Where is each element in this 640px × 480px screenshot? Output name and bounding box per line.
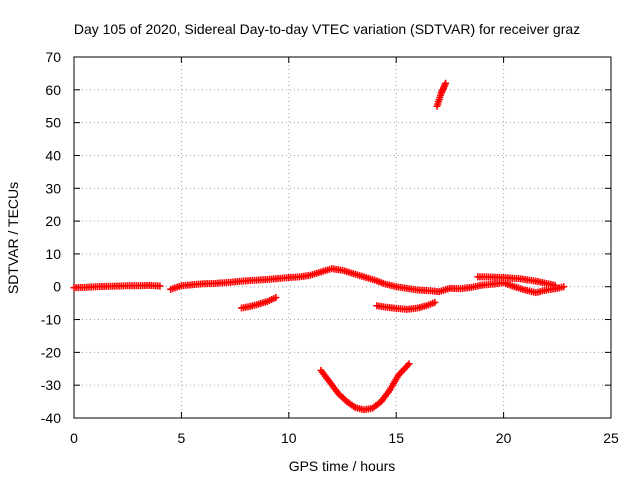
data-point [156, 282, 164, 290]
x-tick-label: 10 [281, 430, 297, 446]
series-6 [433, 79, 450, 110]
series-4 [373, 298, 439, 313]
grid [74, 57, 611, 418]
x-axis-label: GPS time / hours [289, 458, 396, 474]
data-point [551, 281, 559, 289]
x-tick-label: 15 [388, 430, 404, 446]
axis-ticks: 0 5 10 15 20 25 -40 -30 -20 -10 0 10 20 30 40 50 60 70 [41, 49, 619, 446]
data-point [560, 283, 568, 291]
y-tick-label: 10 [45, 246, 61, 262]
y-tick-label: -20 [41, 344, 61, 360]
series-1 [167, 265, 568, 297]
y-axis-label: SDTVAR / TECUs [5, 182, 21, 294]
y-tick-label: 30 [45, 180, 61, 196]
x-tick-label: 0 [70, 430, 78, 446]
series-2 [474, 273, 559, 289]
x-tick-label: 25 [603, 430, 619, 446]
y-tick-label: 0 [53, 279, 61, 295]
x-tick-label: 5 [178, 430, 186, 446]
data-points [70, 79, 568, 414]
data-point [442, 79, 450, 87]
data-point [405, 360, 413, 368]
series-0 [70, 281, 164, 292]
chart-title: Day 105 of 2020, Sidereal Day-to-day VTE… [74, 21, 580, 37]
x-tick-label: 20 [496, 430, 512, 446]
y-tick-label: -10 [41, 312, 61, 328]
y-tick-label: 40 [45, 147, 61, 163]
y-tick-label: -30 [41, 377, 61, 393]
plot-frame [73, 56, 612, 419]
data-point [431, 298, 439, 306]
y-tick-label: 20 [45, 213, 61, 229]
series-5 [317, 360, 413, 414]
data-point [272, 294, 280, 302]
series-3 [238, 294, 280, 312]
y-tick-label: 70 [45, 49, 61, 65]
y-tick-label: -40 [41, 410, 61, 426]
y-tick-label: 60 [45, 82, 61, 98]
y-tick-label: 50 [45, 115, 61, 131]
